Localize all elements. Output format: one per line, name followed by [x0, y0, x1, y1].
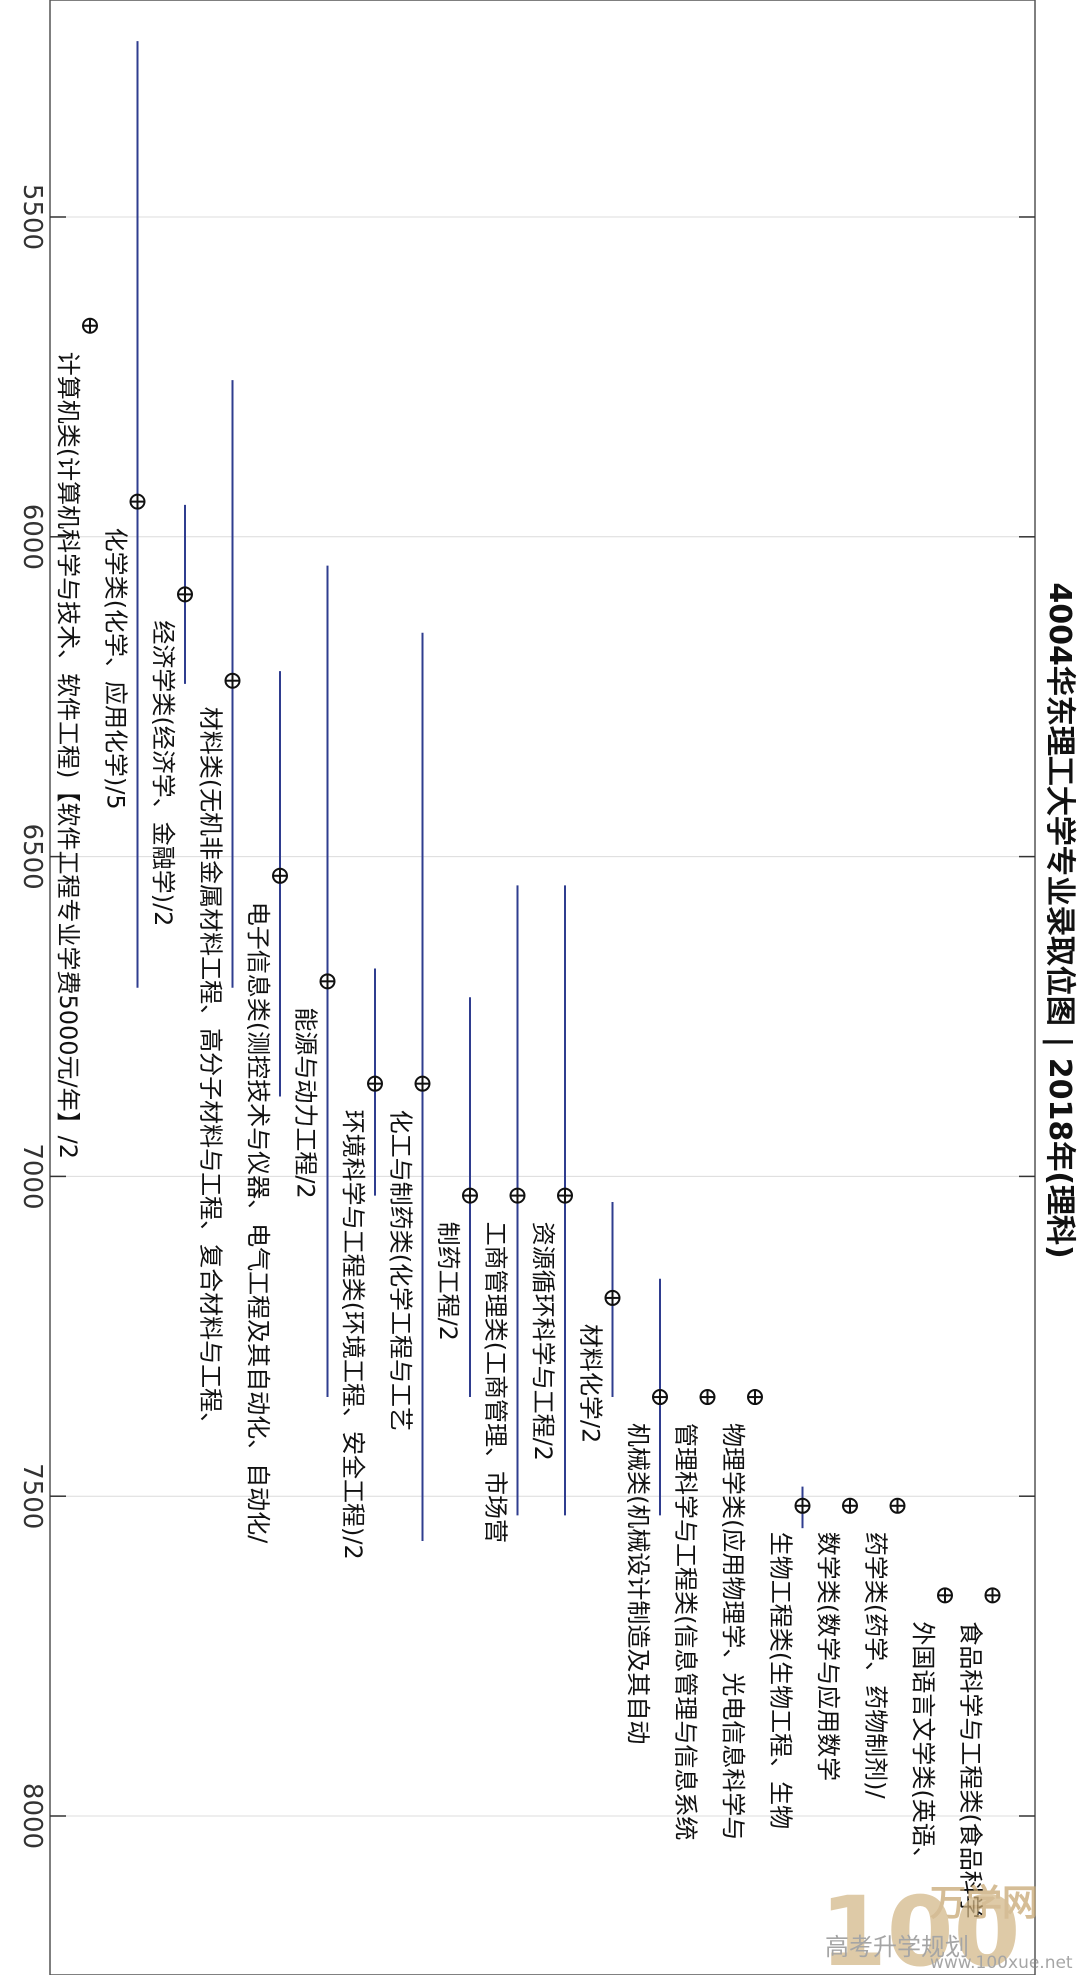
data-point	[842, 1497, 858, 1514]
category-label: 材料类(无机非金属材料工程、高分子材料与工程、复合材料与工程、	[197, 707, 225, 1436]
category-label: 化学类(化学、应用化学)/5	[102, 528, 130, 810]
category-label: 工商管理类(工商管理、市场营	[482, 1222, 510, 1543]
x-tick-label: 7500	[17, 1463, 47, 1529]
x-tick-label: 6000	[17, 504, 47, 570]
category-label: 生物工程类(生物工程、生物	[767, 1532, 795, 1829]
category-label: 经济学类(经济学、金融学)/2	[149, 620, 177, 926]
category-label: 制药工程/2	[434, 1222, 462, 1341]
data-point	[224, 672, 241, 689]
data-point	[937, 1587, 953, 1604]
data-point	[82, 317, 98, 334]
x-tick-label: 6500	[17, 824, 47, 890]
watermark-brand: 万学网	[930, 1882, 1038, 1924]
watermark-url: www.100xue.net	[930, 1953, 1073, 1973]
data-point	[557, 1187, 573, 1204]
category-label: 环境科学与工程类(环境工程、安全工程)/2	[339, 1110, 367, 1560]
x-axis: 5500 6000 6500 7000 7500 8000	[17, 184, 1035, 1849]
category-label: 资源循环科学与工程/2	[529, 1222, 557, 1461]
data-point	[367, 1075, 383, 1092]
category-label: 能源与动力工程/2	[292, 1007, 320, 1198]
chart-title: 4004华东理工大学专业录取位图 | 2018年(理科)	[1042, 582, 1077, 1258]
data-point	[509, 1187, 526, 1204]
data-point	[889, 1497, 906, 1514]
data-point	[319, 973, 336, 990]
watermark-logo-icon: 100	[820, 1876, 1020, 1975]
category-label: 化工与制药类(化学工程与工艺	[387, 1110, 415, 1431]
data-point	[794, 1497, 811, 1514]
data-point	[652, 1389, 668, 1406]
category-label: 机械类(机械设计制造及其自动	[624, 1423, 652, 1744]
plot-frame	[49, 0, 1036, 1975]
data-point	[129, 493, 146, 510]
x-tick-label: 8000	[17, 1783, 47, 1849]
data-marks	[82, 41, 1001, 1604]
watermark: 100 万学网 高考升学规划 www.100xue.net	[820, 1876, 1073, 1975]
data-point	[604, 1289, 621, 1306]
category-label: 电子信息类(测控技术与仪器、电气工程及其自动化、自动化/	[244, 902, 272, 1544]
x-tick-label: 7000	[17, 1143, 47, 1209]
category-label: 材料化学/2	[577, 1324, 605, 1443]
watermark-mark: 100	[820, 1876, 1020, 1975]
data-point	[984, 1587, 1001, 1604]
data-point	[747, 1389, 763, 1406]
category-label: 外国语言文学类(英语、	[909, 1621, 937, 1870]
data-point	[272, 867, 288, 884]
category-label: 管理科学与工程类(信息管理与信息系统	[672, 1423, 700, 1840]
category-labels: 计算机类(计算机科学与技术、软件工程)【软件工程专业学费5000元/年】/2 化学…	[54, 352, 985, 1919]
data-point	[699, 1389, 716, 1406]
x-tick-label: 5500	[17, 184, 47, 250]
data-point	[462, 1187, 478, 1204]
category-label: 物理学类(应用物理学、光电信息科学与	[719, 1423, 747, 1840]
category-label: 计算机类(计算机科学与技术、软件工程)【软件工程专业学费5000元/年】/2	[54, 352, 82, 1159]
watermark-subtitle: 高考升学规划	[825, 1933, 969, 1961]
category-label: 药学类(药学、药物制剂)/	[862, 1532, 890, 1800]
grid-lines	[50, 216, 1035, 1817]
category-label: 食品科学与工程类(食品科学	[957, 1621, 985, 1918]
data-point	[177, 586, 193, 603]
category-label: 数学类(数学与应用数学	[814, 1532, 842, 1781]
data-point	[414, 1075, 431, 1092]
